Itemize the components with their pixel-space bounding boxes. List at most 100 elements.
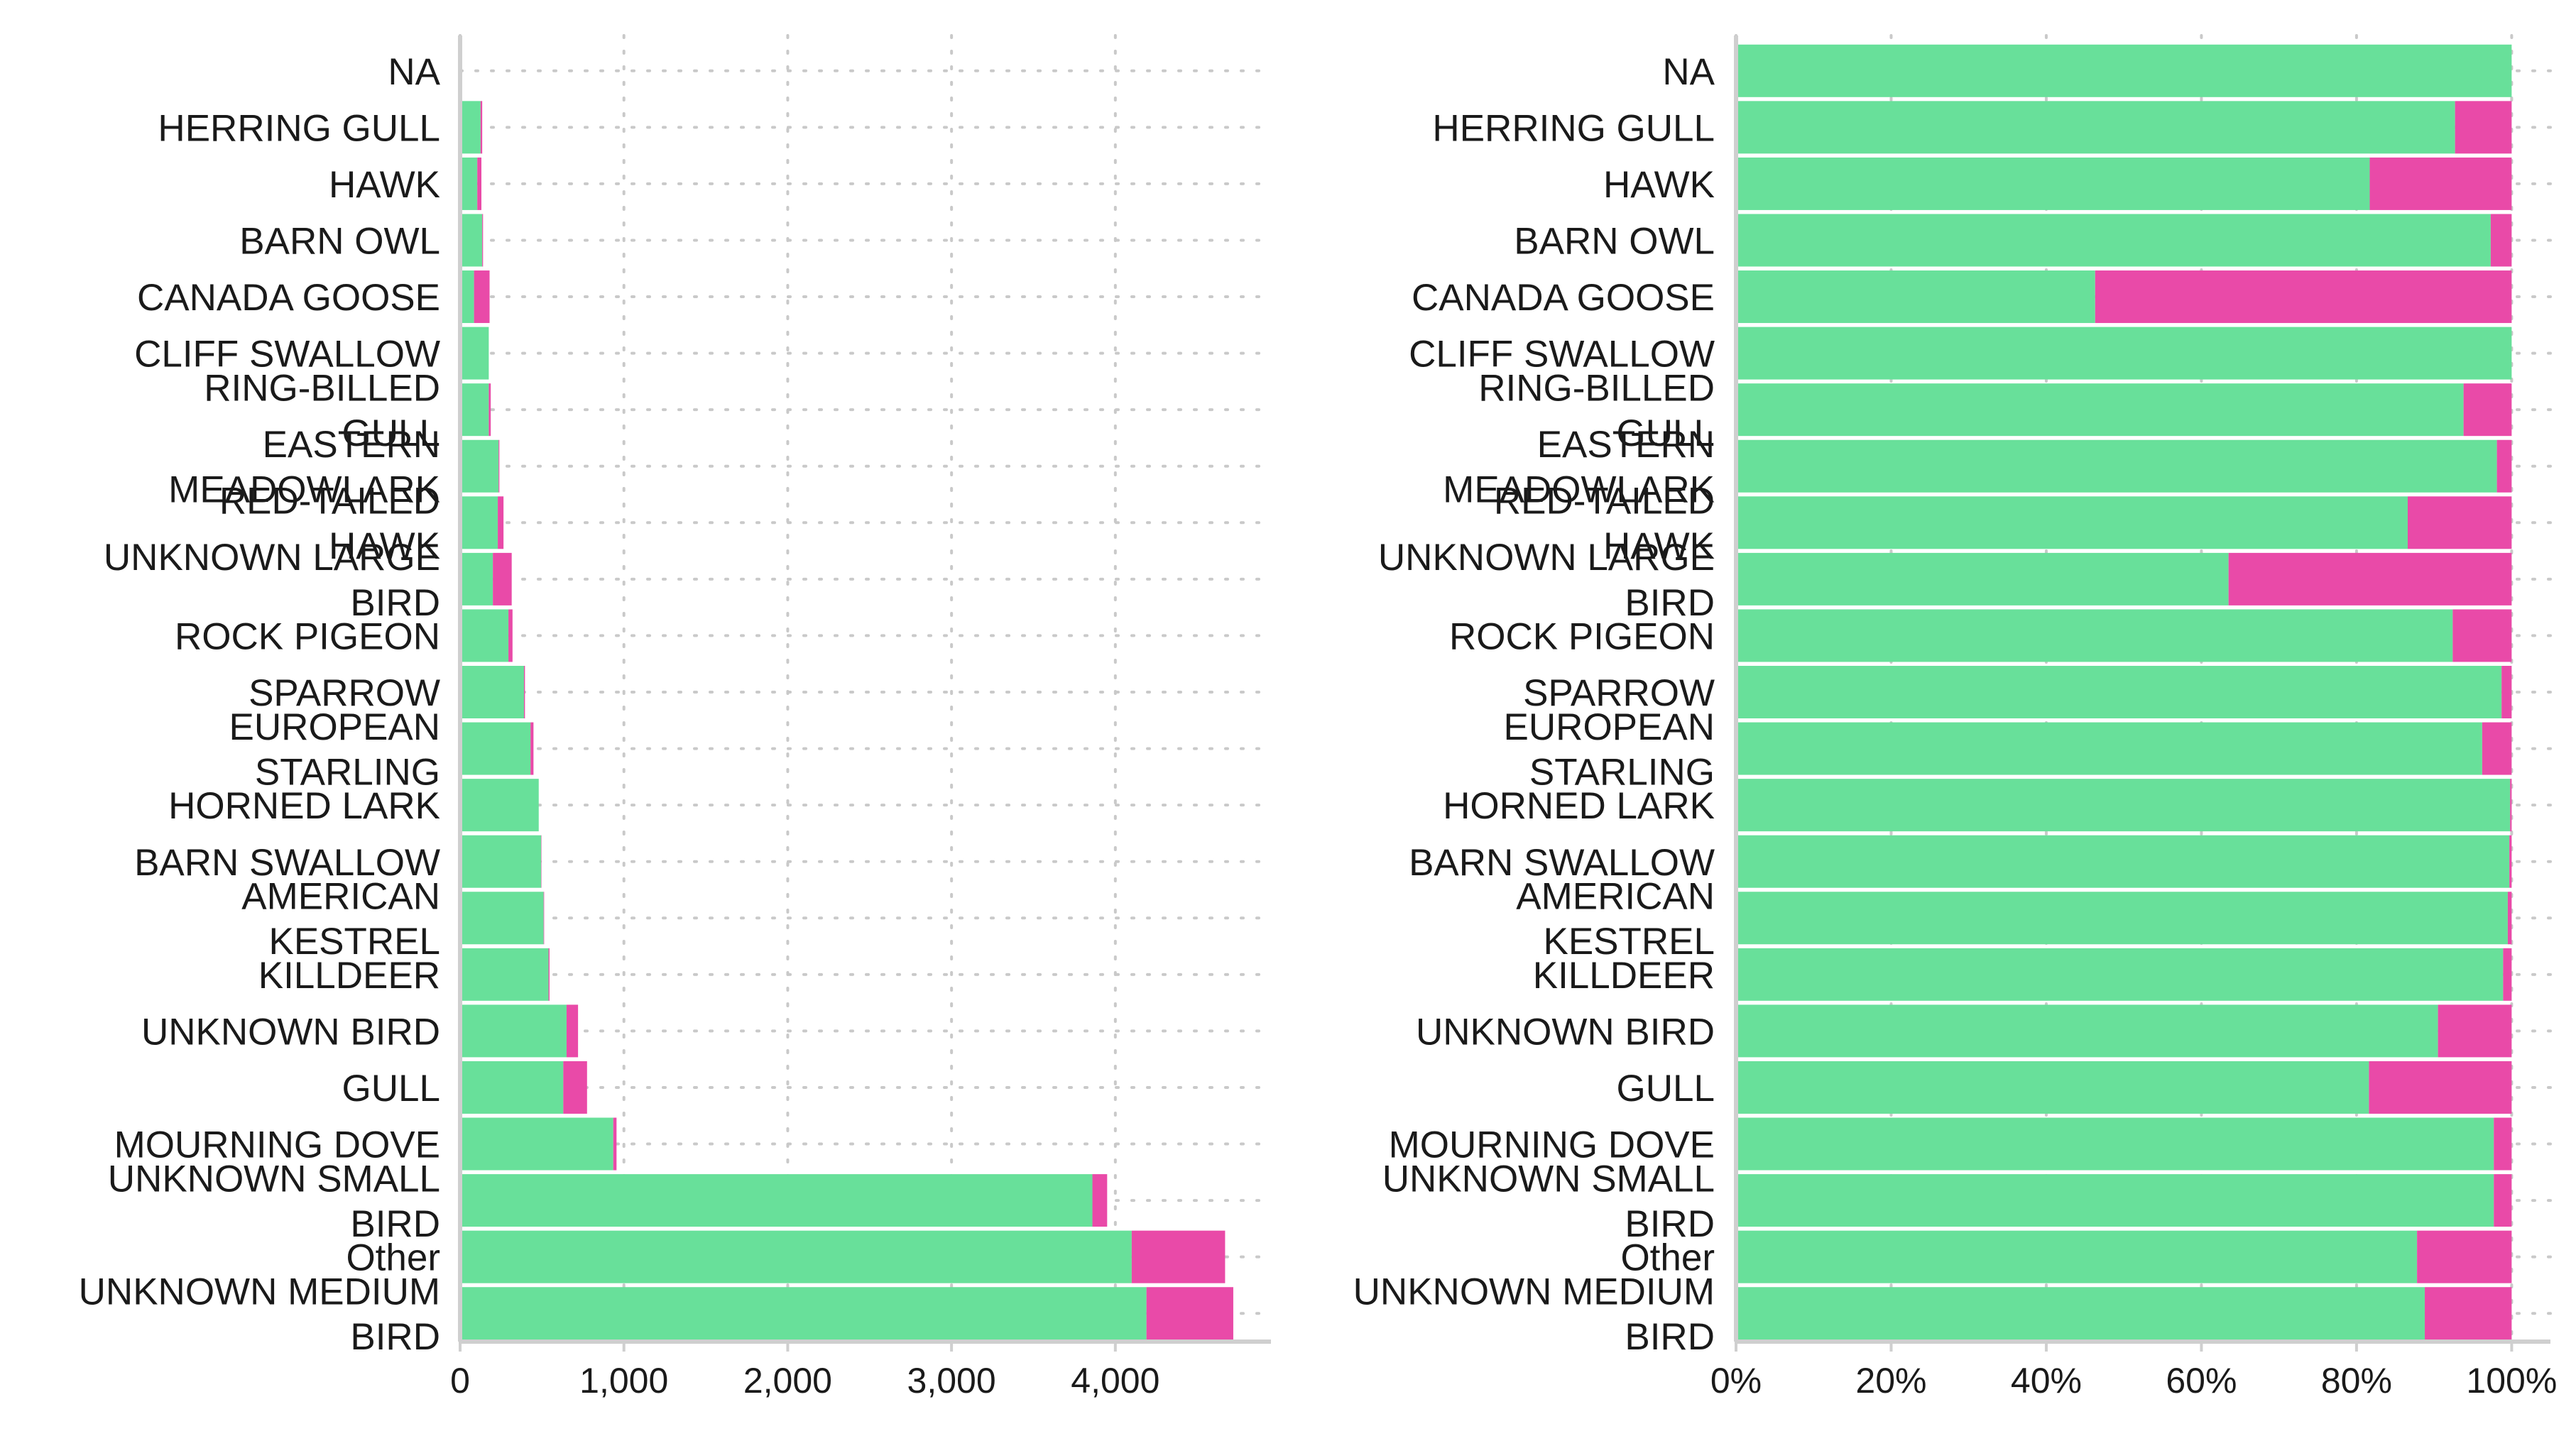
panel-2-bar-series-1-1 — [1736, 101, 2455, 153]
panel-2-bar-series-1-8 — [1736, 496, 2408, 549]
panel-2-bar-series-2-12 — [2482, 723, 2512, 775]
panel-2-bar-series-1-10 — [1736, 609, 2452, 662]
panel-2-category-label-line: UNKNOWN LARGE — [1378, 537, 1715, 579]
panel-2-bar-series-1-15 — [1736, 892, 2508, 944]
panel-2-bar-series-1-4 — [1736, 270, 2095, 323]
panel-1-category-label: KILLDEER — [258, 955, 440, 997]
panel-2-x-tick-label: 100% — [2466, 1361, 2557, 1401]
panel-1-category-label-line: UNKNOWN LARGE — [104, 537, 440, 579]
panel-1-bar-series-1-19 — [460, 1118, 613, 1171]
panel-2-bar-series-2-18 — [2369, 1061, 2511, 1114]
panel-2-bar-series-1-11 — [1736, 666, 2501, 718]
panel-1-bar-series-1-9 — [460, 553, 493, 606]
panel-2-x-tick-label: 0% — [1710, 1361, 1762, 1401]
panel-2-category-label: NA — [1662, 51, 1715, 93]
panel-1-bar-series-1-8 — [460, 496, 498, 549]
panel-2-bar-series-1-3 — [1736, 214, 2491, 266]
panel-1-category-label-line: RED-TAILED — [219, 481, 440, 522]
panel-2-bar-series-2-6 — [2464, 383, 2512, 436]
panel-2-category-label-line: UNKNOWN MEDIUM — [1353, 1271, 1715, 1313]
panel-2-bar-series-2-2 — [2369, 158, 2511, 210]
panel-2-bar-series-2-10 — [2452, 609, 2511, 662]
panel-1-category-label-line: EUROPEAN — [229, 706, 440, 748]
panel-1-bar-series-1-6 — [460, 383, 489, 436]
panel-2-category-label-line: RING-BILLED — [1478, 367, 1715, 409]
panel-2-bar-series-1-18 — [1736, 1061, 2369, 1114]
panel-2-bar-series-2-16 — [2503, 948, 2511, 1001]
panel-2-category-label: HERRING GULL — [1432, 107, 1715, 149]
panel-2-bar-series-2-3 — [2491, 214, 2511, 266]
panel-2-category-label: BARN OWL — [1514, 221, 1715, 263]
panel-2-bar-series-1-12 — [1736, 723, 2482, 775]
panel-1-bar-series-1-15 — [460, 892, 544, 944]
panel-2-bar-series-2-4 — [2095, 270, 2512, 323]
panel-2-category-label: UNKNOWN BIRD — [1416, 1011, 1715, 1053]
panel-1-bar-series-2-2 — [477, 158, 481, 210]
panel-2-x-tick-label: 40% — [2011, 1361, 2082, 1401]
panel-2-category-label-line: UNKNOWN SMALL — [1382, 1158, 1715, 1200]
panel-2-x-tick-label: 60% — [2166, 1361, 2237, 1401]
panel-1-bar-series-1-21 — [460, 1231, 1132, 1283]
panel-1-bar-series-1-7 — [460, 440, 498, 493]
panel-2-bar-series-1-19 — [1736, 1118, 2494, 1171]
panel-2-bar-series-1-7 — [1736, 440, 2497, 493]
panel-2-category-label: KILLDEER — [1533, 955, 1715, 997]
panel-2-bar-series-2-1 — [2455, 101, 2512, 153]
panel-2-x-tick-label: 20% — [1855, 1361, 1926, 1401]
panel-1-bar-series-1-17 — [460, 1004, 567, 1057]
panel-1-bar-series-2-22 — [1147, 1287, 1233, 1339]
panel-1-bar-series-1-12 — [460, 723, 530, 775]
panel-1-category-label-line: AMERICAN — [241, 876, 440, 918]
panel-1-category-label: BARN OWL — [239, 221, 440, 263]
panel-1-bar-series-2-8 — [498, 496, 503, 549]
panel-1-category-label: ROCK PIGEON — [175, 616, 440, 658]
panel-1-bar-series-1-10 — [460, 609, 508, 662]
panel-1-category-label: HERRING GULL — [158, 107, 440, 149]
panel-1-bar-series-1-5 — [460, 327, 489, 380]
panel-1-x-tick-label: 4,000 — [1071, 1361, 1159, 1401]
panel-1-bar-series-1-20 — [460, 1174, 1093, 1227]
panel-1-bar-series-1-22 — [460, 1287, 1147, 1339]
panel-1-bar-series-1-13 — [460, 779, 539, 831]
panel-1-bar-series-1-11 — [460, 666, 524, 718]
panel-2-category-label-line: EUROPEAN — [1504, 706, 1715, 748]
panel-1-category-label: CANADA GOOSE — [137, 277, 440, 319]
panel-2-bar-series-1-13 — [1736, 779, 2510, 831]
panel-2-x-tick-label: 80% — [2321, 1361, 2392, 1401]
panel-1-category-label: HORNED LARK — [168, 785, 440, 827]
panel-1-x-tick-label: 3,000 — [907, 1361, 996, 1401]
panel-2-bar-series-1-2 — [1736, 158, 2369, 210]
panel-2-bar-series-1-21 — [1736, 1231, 2417, 1283]
panel-1-bar-series-2-12 — [530, 723, 533, 775]
panel-1-category-label: GULL — [342, 1068, 440, 1109]
panel-1-x-tick-label: 0 — [450, 1361, 470, 1401]
panel-1-bar-series-2-10 — [508, 609, 513, 662]
panel-1-bar-series-2-18 — [563, 1061, 586, 1114]
panel-1-bar-series-1-14 — [460, 835, 541, 888]
panel-2-bar-series-2-15 — [2508, 892, 2511, 944]
panel-1-bar-series-2-15 — [544, 892, 545, 944]
panel-1-bar-series-2-21 — [1132, 1231, 1226, 1283]
panel-2-bar-series-2-11 — [2501, 666, 2511, 718]
panel-1-bar-series-2-7 — [498, 440, 499, 493]
panel-1-bar-series-2-6 — [489, 383, 491, 436]
panel-2-bar-series-2-22 — [2425, 1287, 2511, 1339]
panel-2-bar-series-1-9 — [1736, 553, 2229, 606]
panel-2-category-label-line: RED-TAILED — [1494, 481, 1715, 522]
panel-1-bar-series-1-3 — [460, 214, 482, 266]
panel-2-category-label-line: EASTERN — [1537, 424, 1715, 466]
panel-1-bar-series-2-17 — [567, 1004, 578, 1057]
panel-1-bar-series-1-18 — [460, 1061, 563, 1114]
panel-1-bar-series-1-1 — [460, 101, 481, 153]
panel-2-bar-series-2-20 — [2494, 1174, 2511, 1227]
panel-1-bar-series-2-16 — [549, 948, 550, 1001]
panel-2-bar-series-2-14 — [2509, 835, 2511, 888]
panel-2-bar-series-2-21 — [2417, 1231, 2511, 1283]
panel-2-bar-series-1-17 — [1736, 1004, 2438, 1057]
panel-2-bar-series-2-17 — [2438, 1004, 2512, 1057]
panel-1-bar-series-2-19 — [613, 1118, 617, 1171]
panel-1-category-label: HAWK — [329, 164, 440, 206]
panel-2-category-label: HORNED LARK — [1443, 785, 1715, 827]
